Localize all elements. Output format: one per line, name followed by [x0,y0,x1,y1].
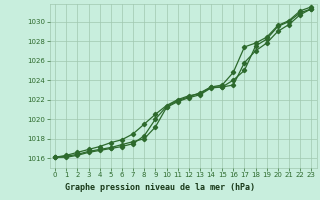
Text: Graphe pression niveau de la mer (hPa): Graphe pression niveau de la mer (hPa) [65,183,255,192]
